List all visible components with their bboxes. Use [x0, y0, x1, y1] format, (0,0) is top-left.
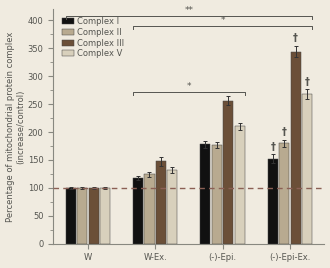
Bar	[156, 161, 166, 244]
Bar	[100, 188, 110, 244]
Bar	[66, 188, 76, 244]
Bar	[77, 188, 87, 244]
Text: *: *	[187, 82, 191, 91]
Text: †: †	[293, 33, 298, 43]
Bar	[302, 94, 312, 244]
Bar	[223, 101, 233, 244]
Legend: Complex I, Complex II, Complex III, Complex V: Complex I, Complex II, Complex III, Comp…	[60, 16, 126, 60]
Bar	[200, 144, 211, 244]
Bar	[212, 145, 222, 244]
Text: *: *	[220, 16, 225, 25]
Bar	[88, 188, 99, 244]
Bar	[279, 143, 289, 244]
Bar	[291, 52, 301, 244]
Text: †: †	[305, 77, 310, 87]
Bar	[133, 178, 143, 244]
Bar	[235, 126, 245, 244]
Text: †: †	[270, 142, 275, 152]
Y-axis label: Percentage of mitochondrial protein complex
(increase/control): Percentage of mitochondrial protein comp…	[6, 31, 25, 222]
Bar	[145, 174, 154, 244]
Bar	[167, 170, 178, 244]
Bar	[268, 159, 278, 244]
Text: †: †	[282, 127, 287, 137]
Text: **: **	[184, 6, 193, 15]
